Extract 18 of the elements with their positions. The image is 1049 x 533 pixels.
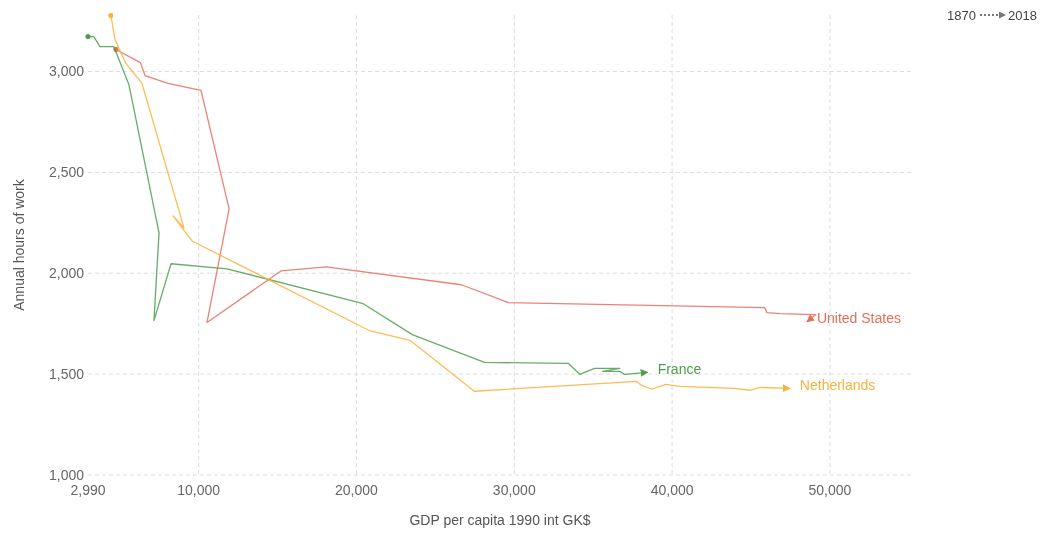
- x-axis-title: GDP per capita 1990 int GK$: [409, 512, 591, 528]
- text: 1870: [947, 8, 976, 23]
- series-label: Netherlands: [799, 376, 876, 393]
- y-tick-label: 2,500: [48, 164, 85, 181]
- text: 2018: [1008, 8, 1037, 23]
- y-tick-label: 1,000: [48, 466, 85, 483]
- y-tick-label: 3,000: [48, 63, 85, 80]
- y-tick-label: 2,000: [48, 265, 85, 282]
- x-tick-label: 30,000: [492, 482, 536, 498]
- series-label: United States: [816, 310, 901, 327]
- series-label: France: [657, 360, 702, 377]
- x-tick-label: 2,990: [70, 482, 106, 498]
- y-axis-title: Annual hours of work: [11, 178, 27, 311]
- x-tick-label: 50,000: [808, 482, 852, 498]
- x-tick-label: 40,000: [650, 482, 694, 498]
- x-tick-label: 20,000: [335, 482, 379, 498]
- y-tick-label: 1,500: [48, 366, 85, 383]
- x-tick-label: 10,000: [177, 482, 221, 498]
